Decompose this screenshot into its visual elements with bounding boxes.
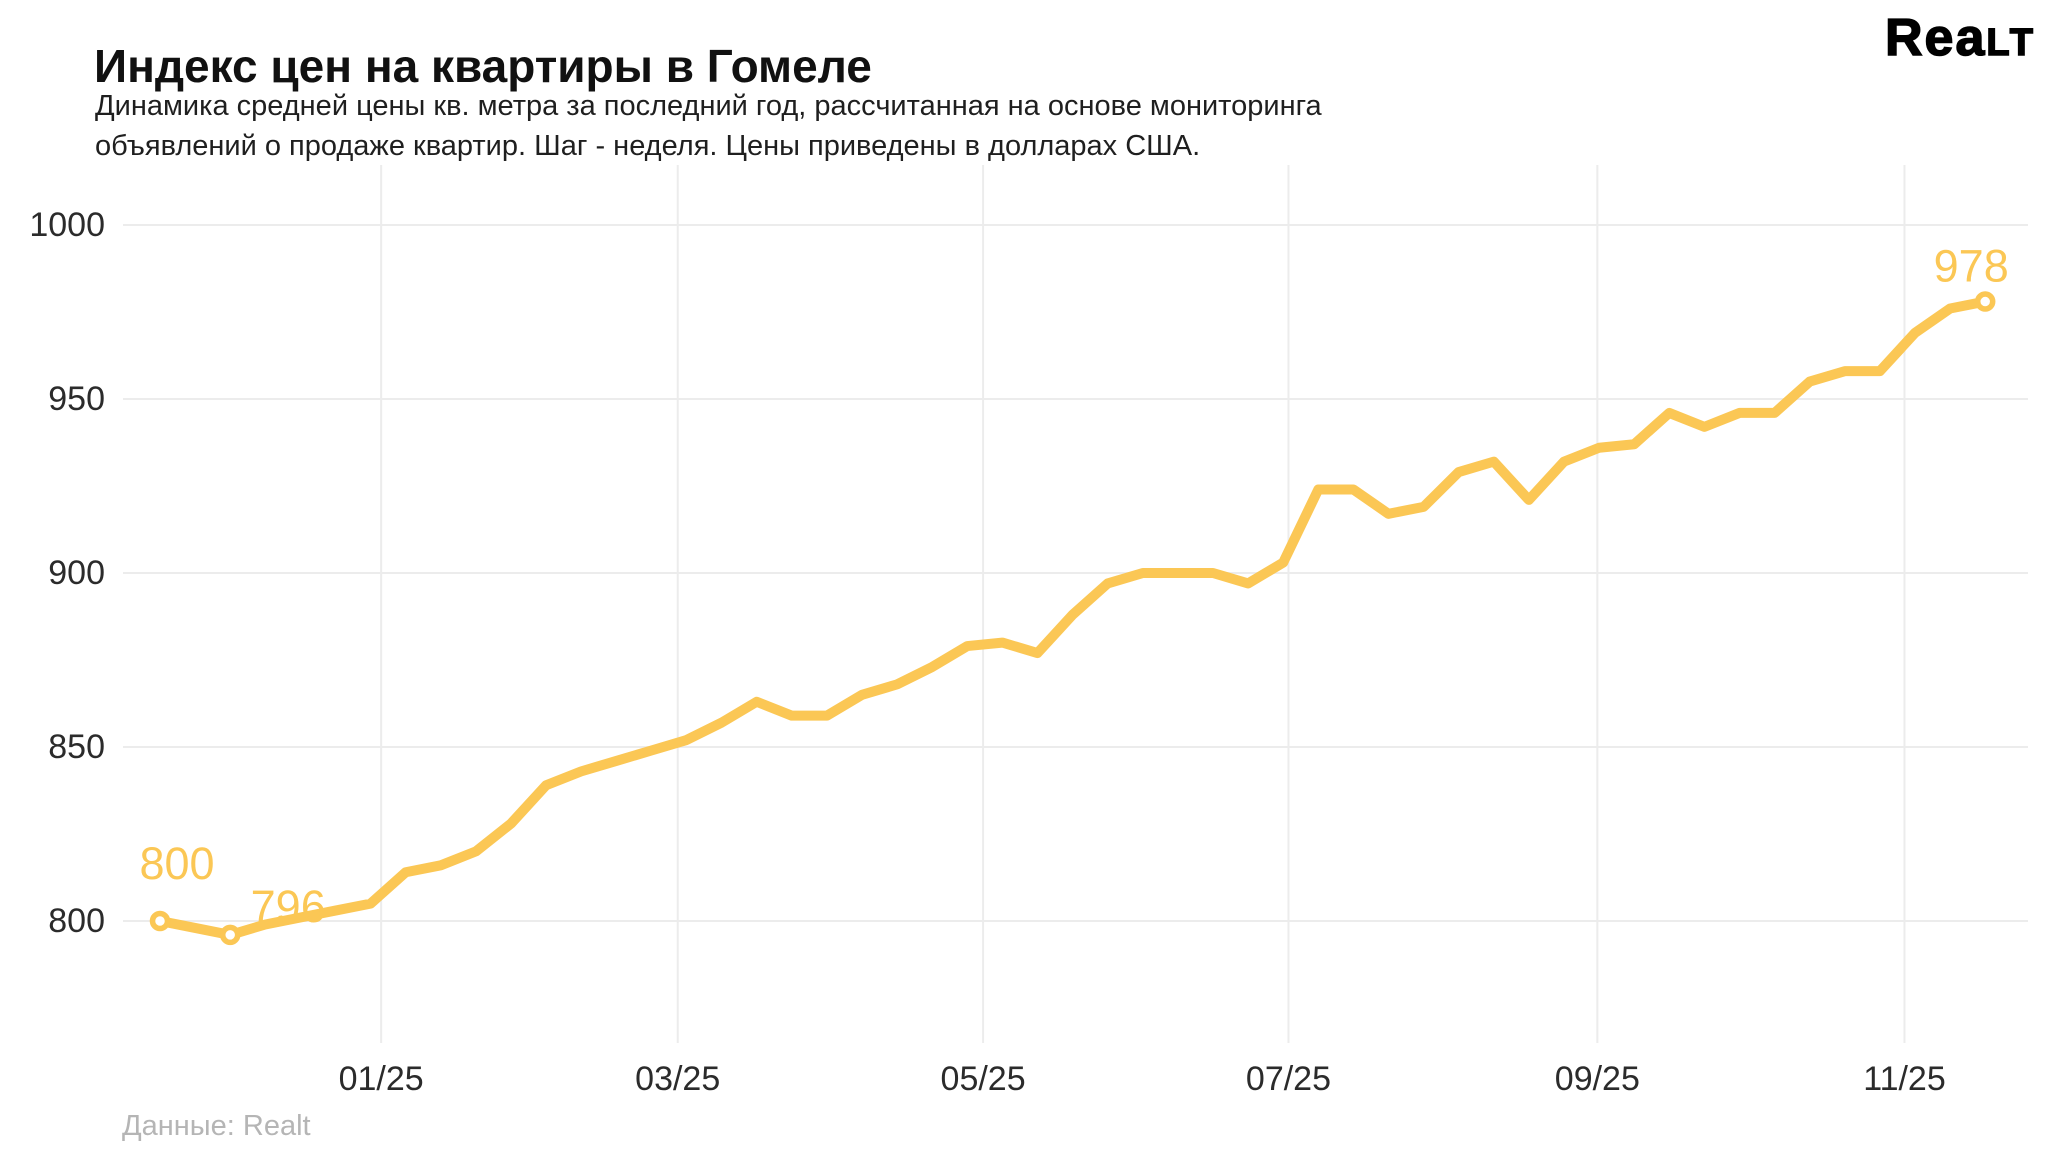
page-title: Индекс цен на квартиры в Гомеле (94, 39, 872, 92)
data-point-marker (1974, 291, 1996, 312)
x-axis-tick-label: 05/25 (941, 1060, 1026, 1098)
x-axis-tick-label: 11/25 (1863, 1060, 1946, 1098)
x-axis-tick-label: 09/25 (1555, 1060, 1640, 1098)
data-point-marker (149, 910, 171, 932)
y-axis-tick-label: 800 (48, 902, 105, 940)
x-axis-tick-label: 03/25 (635, 1060, 720, 1098)
x-axis-tick-label: 01/25 (339, 1060, 424, 1098)
chart-subtitle-line-2: объявлений о продаже квартир. Шаг - неде… (95, 130, 1201, 162)
x-axis-tick-label: 07/25 (1246, 1060, 1331, 1098)
data-point-label: 796 (251, 881, 326, 932)
realt-logo-text-a: a (1955, 8, 1987, 68)
price-line (155, 296, 1991, 940)
chart-subtitle: Динамика средней цены кв. метра за после… (95, 86, 1322, 166)
data-point-marker (219, 924, 241, 946)
y-axis-tick-label: 900 (48, 554, 105, 592)
realt-logo-text-lt: lt (1986, 21, 2036, 65)
data-point-label: 978 (1934, 241, 2009, 292)
chart-subtitle-line-1: Динамика средней цены кв. метра за после… (95, 90, 1322, 122)
y-axis-tick-label: 1000 (29, 206, 105, 244)
y-axis-tick-label: 850 (48, 728, 105, 766)
data-source-caption: Данные: Realt (122, 1110, 311, 1142)
realt-logo-text-re: Re (1884, 8, 1956, 68)
y-axis-tick-label: 950 (48, 380, 105, 418)
realt-logo: Re a lt (1884, 8, 2036, 68)
data-point-label: 800 (139, 838, 214, 889)
